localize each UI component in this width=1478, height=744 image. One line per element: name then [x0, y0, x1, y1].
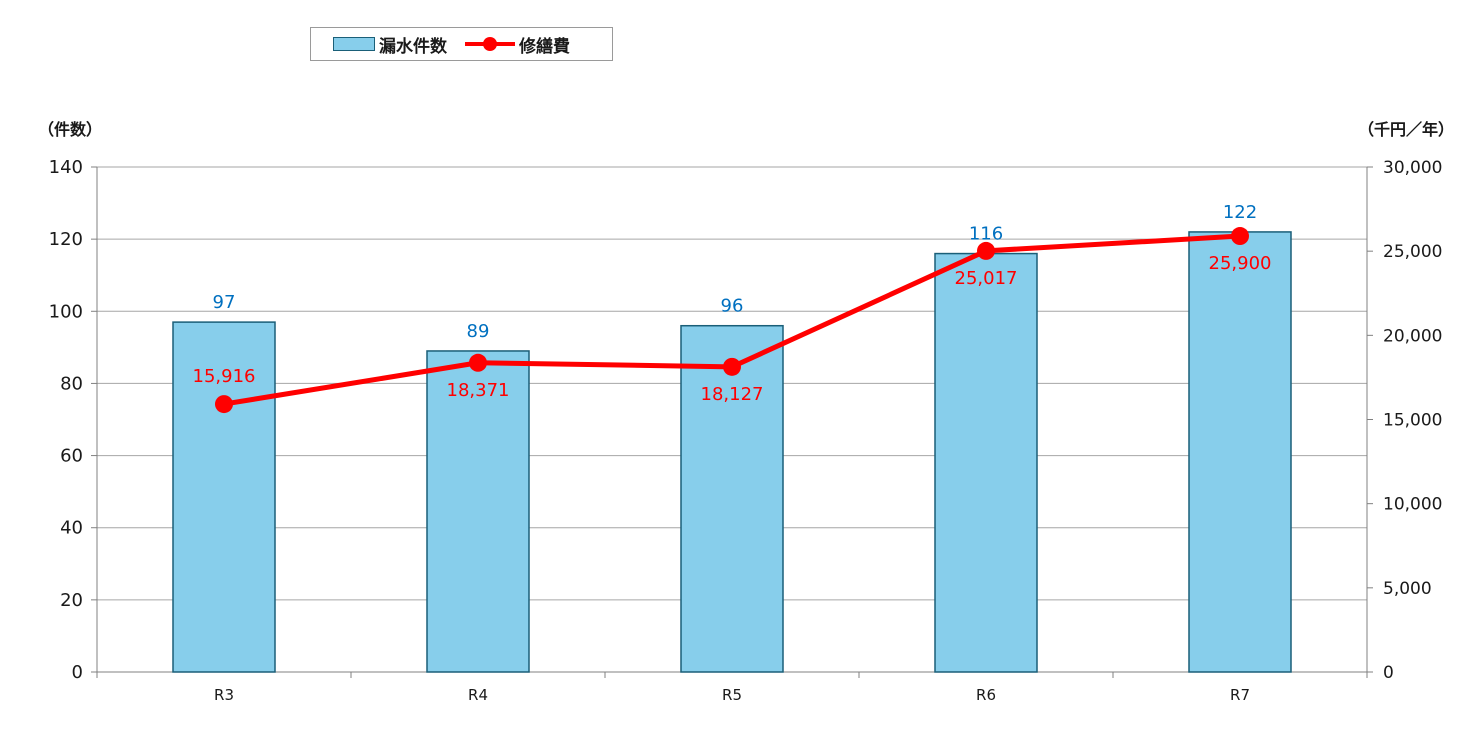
line-point [469, 353, 487, 372]
x-tick-label: R6 [976, 686, 996, 704]
legend-bar-label: 漏水件数 [379, 36, 447, 57]
bar [1188, 231, 1292, 673]
x-tick-label: R7 [1230, 686, 1250, 704]
x-tick-label: R5 [722, 686, 742, 704]
x-tick-label: R3 [214, 686, 234, 704]
bar [934, 252, 1038, 673]
right-tick-label: 5,000 [1383, 579, 1432, 599]
bar [426, 350, 530, 673]
bar-data-label: 89 [467, 321, 490, 342]
left-tick-label: 80 [60, 373, 83, 394]
left-tick-label: 40 [60, 518, 83, 539]
line-data-label: 25,900 [1209, 253, 1272, 274]
legend-line-label: 修繕費 [519, 36, 570, 57]
line-point [977, 241, 995, 260]
right-tick-label: 0 [1383, 663, 1394, 683]
left-axis-unit: （件数） [38, 120, 103, 139]
left-tick-label: 60 [60, 446, 83, 467]
bar [680, 324, 784, 673]
legend-item-bar: 漏水件数 [311, 32, 447, 57]
x-tick-label: R4 [468, 686, 488, 704]
line-point [215, 395, 233, 414]
right-tick-label: 25,000 [1383, 242, 1442, 262]
legend-bar-swatch-icon [333, 37, 375, 51]
line-data-label: 18,371 [447, 380, 510, 401]
left-tick-label: 140 [49, 157, 83, 178]
bar-data-label: 116 [969, 224, 1003, 245]
left-tick-label: 0 [72, 662, 83, 683]
legend: 漏水件数 修繕費 [310, 27, 613, 61]
right-tick-label: 30,000 [1383, 158, 1442, 178]
right-tick-label: 15,000 [1383, 411, 1442, 431]
bar-data-label: 96 [721, 296, 744, 317]
line-data-label: 18,127 [701, 384, 764, 405]
line-data-label: 25,017 [955, 268, 1018, 289]
bar-data-label: 97 [213, 292, 236, 313]
right-axis-unit: （千円／年） [1358, 120, 1455, 139]
bar-data-label: 122 [1223, 202, 1257, 223]
bar [172, 321, 276, 673]
legend-line-swatch-icon [465, 37, 515, 51]
line-point [723, 357, 741, 376]
right-tick-label: 20,000 [1383, 326, 1442, 346]
line-point [1231, 227, 1249, 246]
left-tick-label: 100 [49, 301, 83, 322]
line-data-label: 15,916 [193, 366, 256, 387]
right-tick-label: 10,000 [1383, 495, 1442, 515]
left-tick-label: 20 [60, 590, 83, 611]
legend-item-line: 修繕費 [447, 32, 570, 57]
left-tick-label: 120 [49, 229, 83, 250]
